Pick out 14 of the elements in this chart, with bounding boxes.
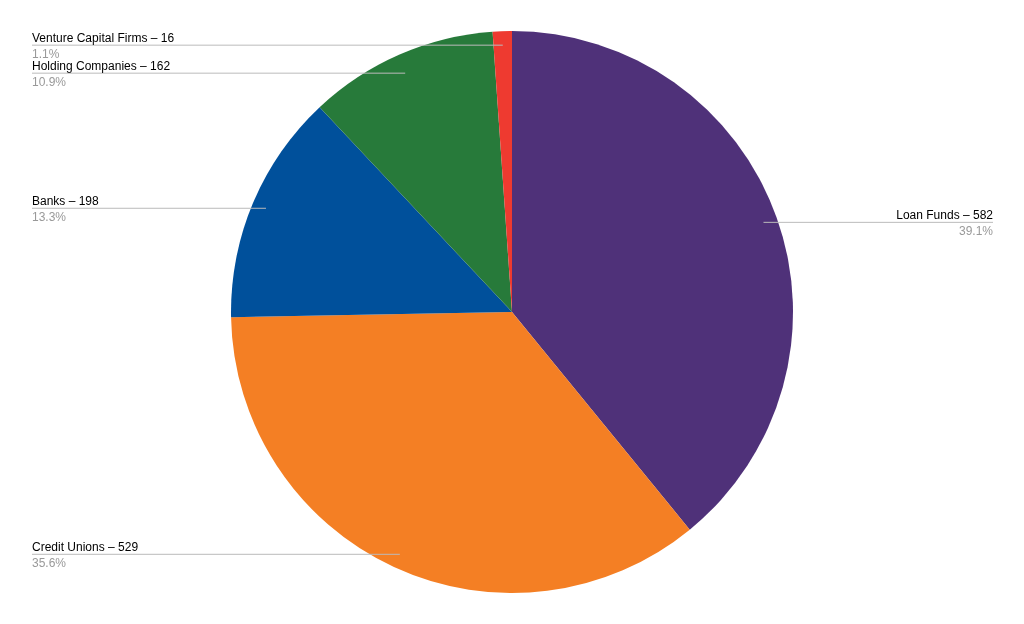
slice-label: Loan Funds – 582 [896,208,994,223]
data-label: 1.1% [32,47,60,62]
slice-label: Venture Capital Firms – 16 [32,31,175,46]
pie-slice [512,31,793,530]
data-label: 13.3% [32,210,67,225]
slice-label: Holding Companies – 162 [32,59,171,74]
pie-slice [231,107,512,318]
slice-label: Banks – 198 [32,194,100,209]
slice-label: Credit Unions – 529 [32,540,139,555]
pie-slice [319,31,512,312]
data-label: 39.1% [958,224,994,239]
pie-slice [231,312,690,593]
data-label: 10.9% [32,75,67,90]
data-label: 35.6% [32,556,67,571]
